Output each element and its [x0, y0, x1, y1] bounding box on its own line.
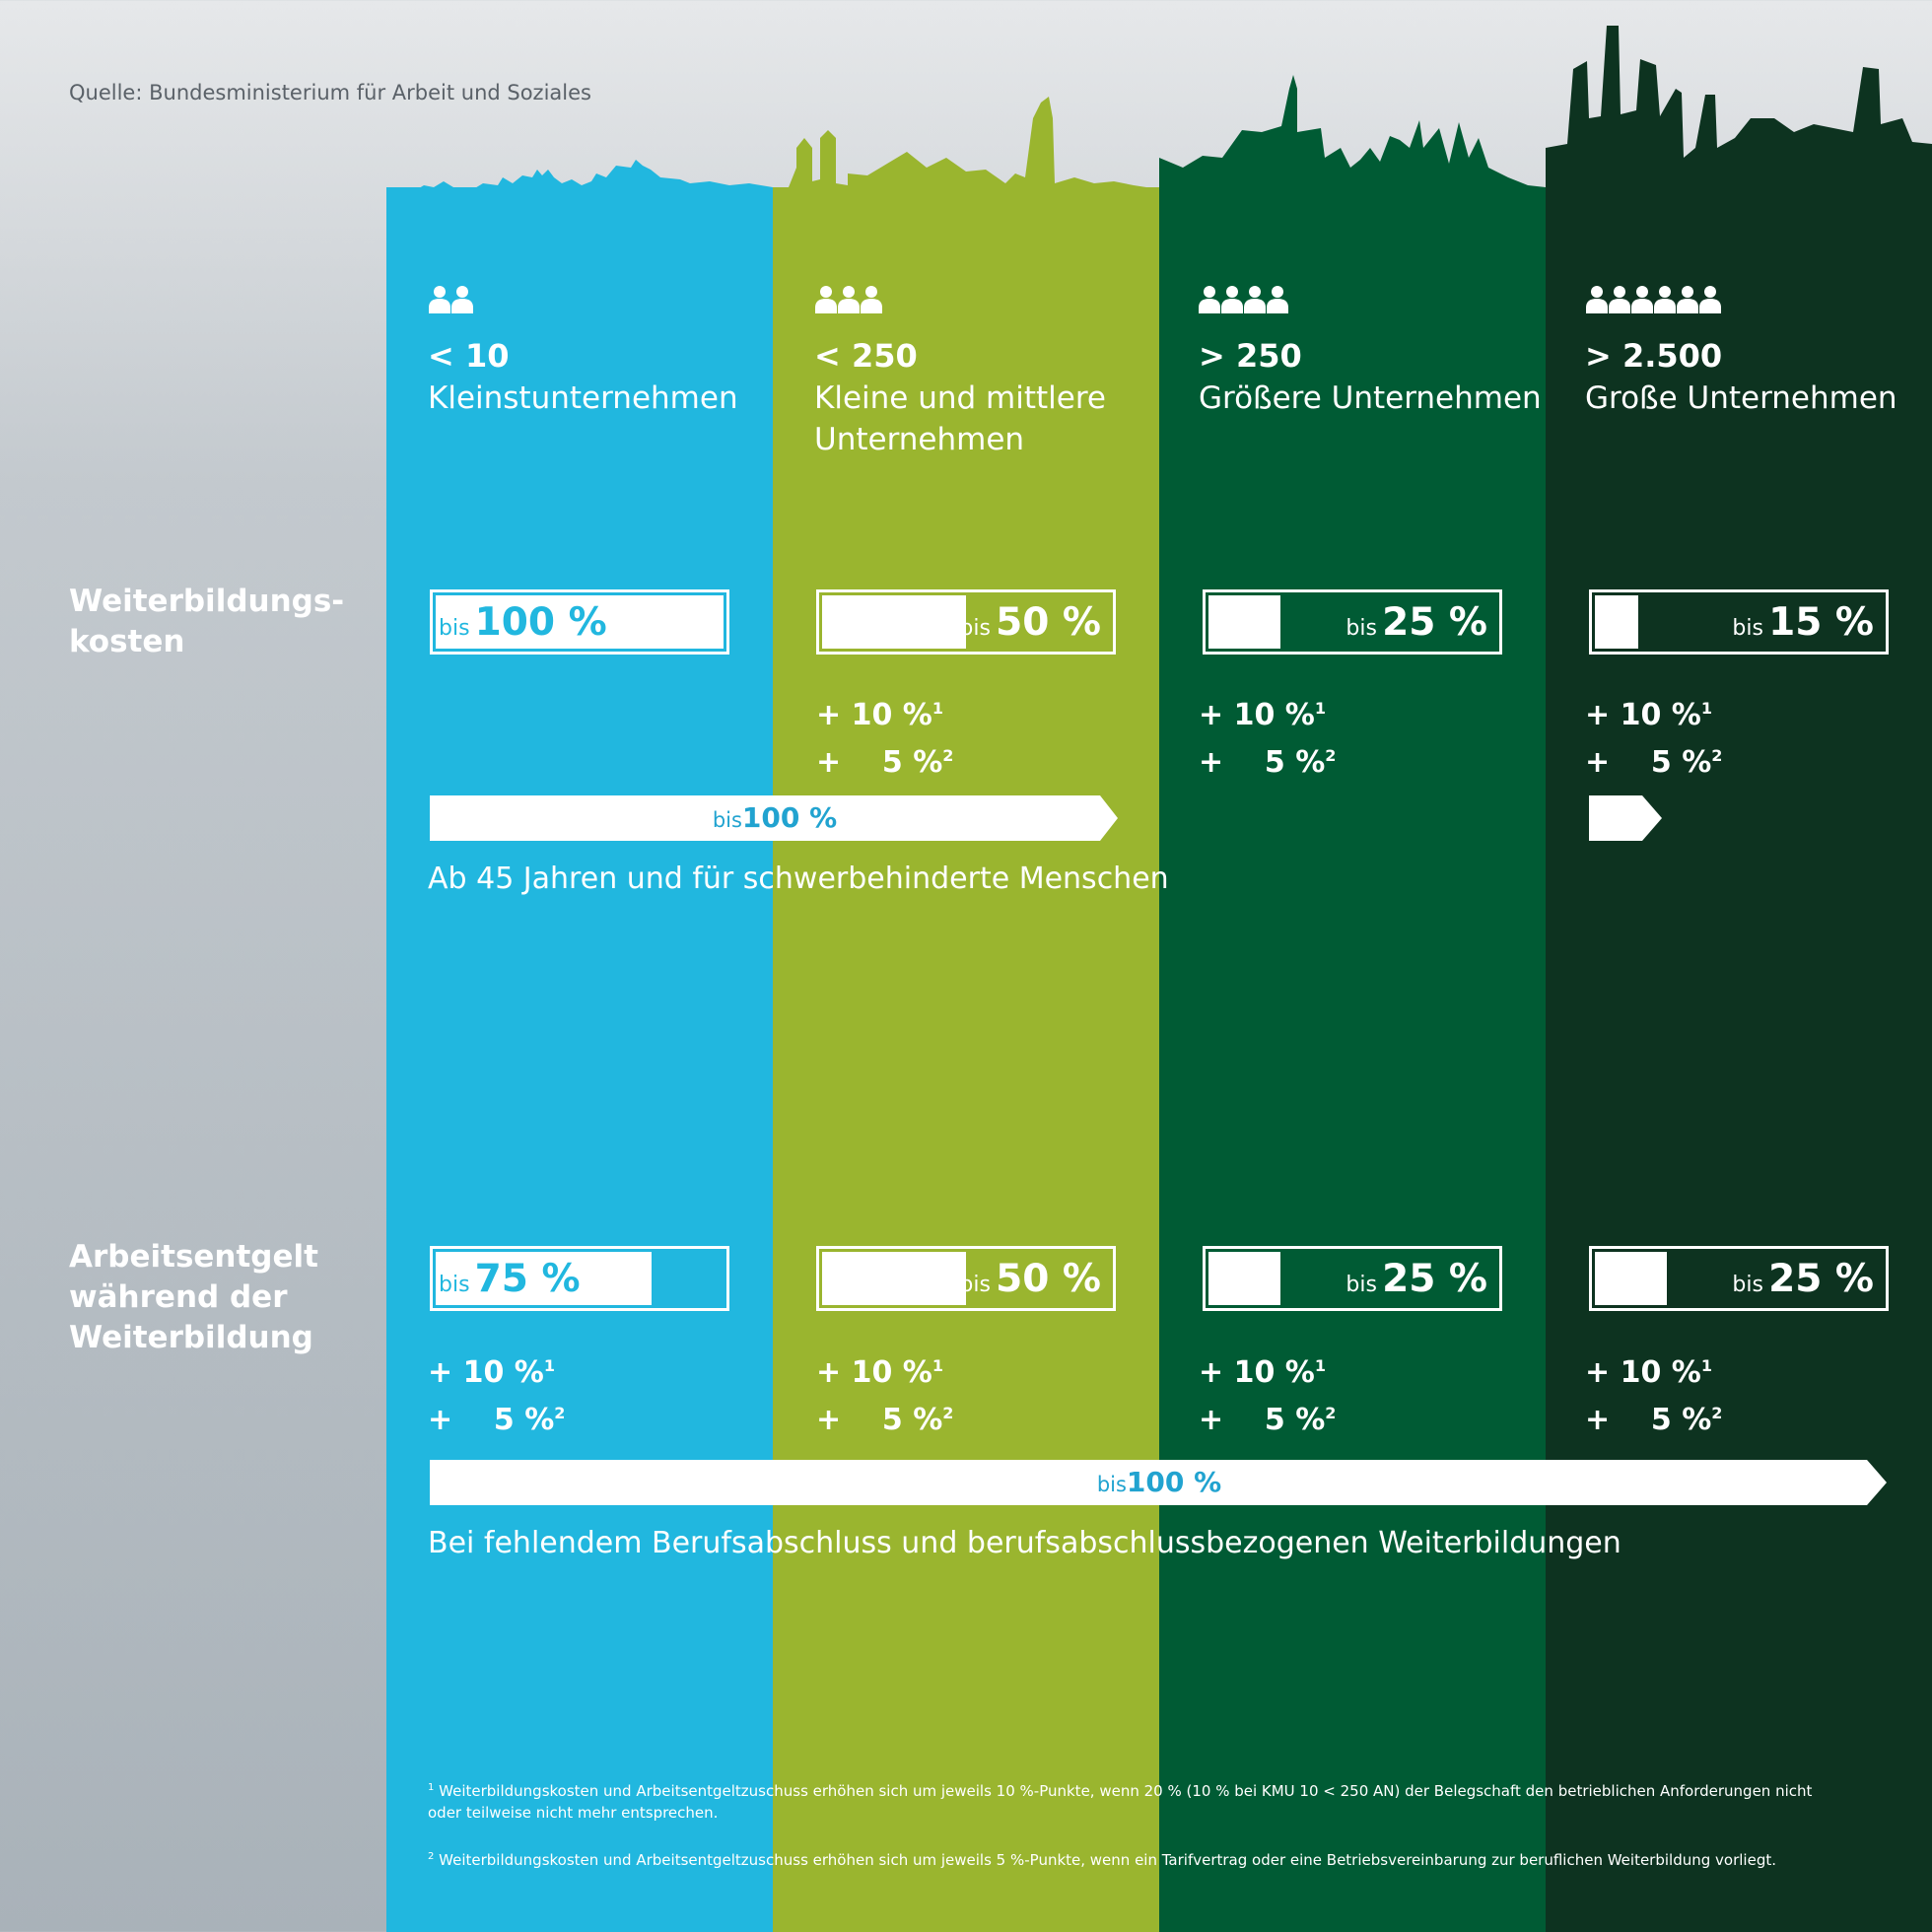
person-icon — [1199, 286, 1220, 313]
row-label-wage-line: Arbeitsentgelt — [69, 1239, 318, 1275]
wage-bonus: + 10 %1 + 5 %2 — [428, 1355, 566, 1437]
arrow-older-workers — [430, 795, 1118, 841]
wage-bonus: + 10 %1 + 5 %2 — [1199, 1355, 1337, 1437]
size-name: Kleine und mittlere Unternehmen — [814, 380, 1106, 457]
person-icon — [1267, 286, 1288, 313]
cost-bar-fill — [436, 595, 724, 649]
row-label-costs-line: Weiterbildungs- — [69, 584, 345, 619]
arrow-older-workers-note: Ab 45 Jahren und für schwerbehinderte Me… — [428, 862, 1169, 896]
wage-bar: bis 25 % — [1203, 1246, 1502, 1311]
size-count: < 10 — [428, 337, 510, 375]
cost-bar-fill — [822, 595, 966, 649]
cost-bar-fill — [1208, 595, 1280, 649]
person-icon — [1609, 286, 1630, 313]
column-micro — [386, 187, 773, 1932]
cost-bonus: + 10 %1 + 5 %2 — [1585, 698, 1723, 780]
cost-bar: bis 25 % — [1203, 589, 1502, 655]
size-name: Kleinstunternehmen — [428, 380, 738, 416]
wage-bar-fill — [822, 1252, 966, 1305]
wage-bar-label: bis 25 % — [1346, 1257, 1487, 1301]
skyline-illustration — [386, 26, 1932, 217]
size-count: < 250 — [814, 337, 918, 375]
row-label-costs: Weiterbildungs- kosten — [69, 582, 344, 662]
cost-bar-label: bis 15 % — [1732, 600, 1874, 645]
cost-bar-label: bis 25 % — [1346, 600, 1487, 645]
cost-bar-fill — [1595, 595, 1638, 649]
person-icon — [451, 286, 473, 313]
people-2-icon — [429, 286, 473, 313]
cost-bonus: + 10 %1 + 5 %2 — [1199, 698, 1337, 780]
person-icon — [429, 286, 450, 313]
wage-bar-label: bis 50 % — [959, 1257, 1101, 1301]
column-larger — [1159, 187, 1546, 1932]
cost-bar: bis 100 % — [430, 589, 729, 655]
people-3-icon — [815, 286, 882, 313]
skyline-dark — [1546, 26, 1932, 217]
person-icon — [1221, 286, 1243, 313]
people-4-icon — [1199, 286, 1288, 313]
arrow-no-qualification — [430, 1460, 1887, 1505]
person-icon — [1699, 286, 1721, 313]
row-label-wage-line: während der — [69, 1279, 288, 1315]
person-icon — [815, 286, 837, 313]
column-sme — [773, 187, 1159, 1932]
wage-bonus: + 10 %1 + 5 %2 — [1585, 1355, 1723, 1437]
source-note: Quelle: Bundesministerium für Arbeit und… — [69, 81, 591, 104]
wage-bar-label: bis 75 % — [439, 1257, 581, 1301]
size-name: Größere Unternehmen — [1199, 380, 1542, 416]
skyline-lime — [773, 97, 1159, 217]
row-label-costs-line: kosten — [69, 624, 185, 659]
row-label-wage: Arbeitsentgelt während der Weiterbildung — [69, 1237, 318, 1358]
cost-bonus: + 10 %1 + 5 %2 — [816, 698, 954, 780]
person-icon — [1631, 286, 1653, 313]
size-name: Große Unternehmen — [1585, 380, 1898, 416]
arrow-older-workers-label: bis100 % — [712, 801, 838, 834]
wage-bar: bis 50 % — [816, 1246, 1116, 1311]
row-label-wage-line: Weiterbildung — [69, 1320, 313, 1355]
people-6-icon — [1586, 286, 1721, 313]
wage-bar-label: bis 25 % — [1732, 1257, 1874, 1301]
person-icon — [1654, 286, 1676, 313]
wage-bar-fill — [436, 1252, 652, 1305]
wage-bar: bis 75 % — [430, 1246, 729, 1311]
column-large — [1546, 187, 1932, 1932]
arrow-large-stub — [1589, 795, 1662, 841]
arrow-no-qualification-label: bis100 % — [1096, 1466, 1222, 1498]
skyline-green — [1159, 75, 1546, 217]
cost-bar-label: bis 50 % — [959, 600, 1101, 645]
cost-bar: bis 50 % — [816, 589, 1116, 655]
wage-bar: bis 25 % — [1589, 1246, 1889, 1311]
person-icon — [1244, 286, 1266, 313]
size-count: > 250 — [1199, 337, 1302, 375]
wage-bar-fill — [1208, 1252, 1280, 1305]
size-count: > 2.500 — [1585, 337, 1723, 375]
person-icon — [1586, 286, 1608, 313]
person-icon — [1677, 286, 1698, 313]
cost-bar-label: bis 100 % — [439, 600, 607, 645]
person-icon — [838, 286, 860, 313]
wage-bar-fill — [1595, 1252, 1667, 1305]
footnote-2: 2 Weiterbildungskosten und Arbeitsentgel… — [428, 1851, 1776, 1869]
person-icon — [861, 286, 882, 313]
wage-bonus: + 10 %1 + 5 %2 — [816, 1355, 954, 1437]
footnote-1: 1 Weiterbildungskosten und Arbeitsentgel… — [428, 1782, 1813, 1822]
arrow-no-qualification-note: Bei fehlendem Berufsabschluss und berufs… — [428, 1526, 1622, 1560]
cost-bar: bis 15 % — [1589, 589, 1889, 655]
